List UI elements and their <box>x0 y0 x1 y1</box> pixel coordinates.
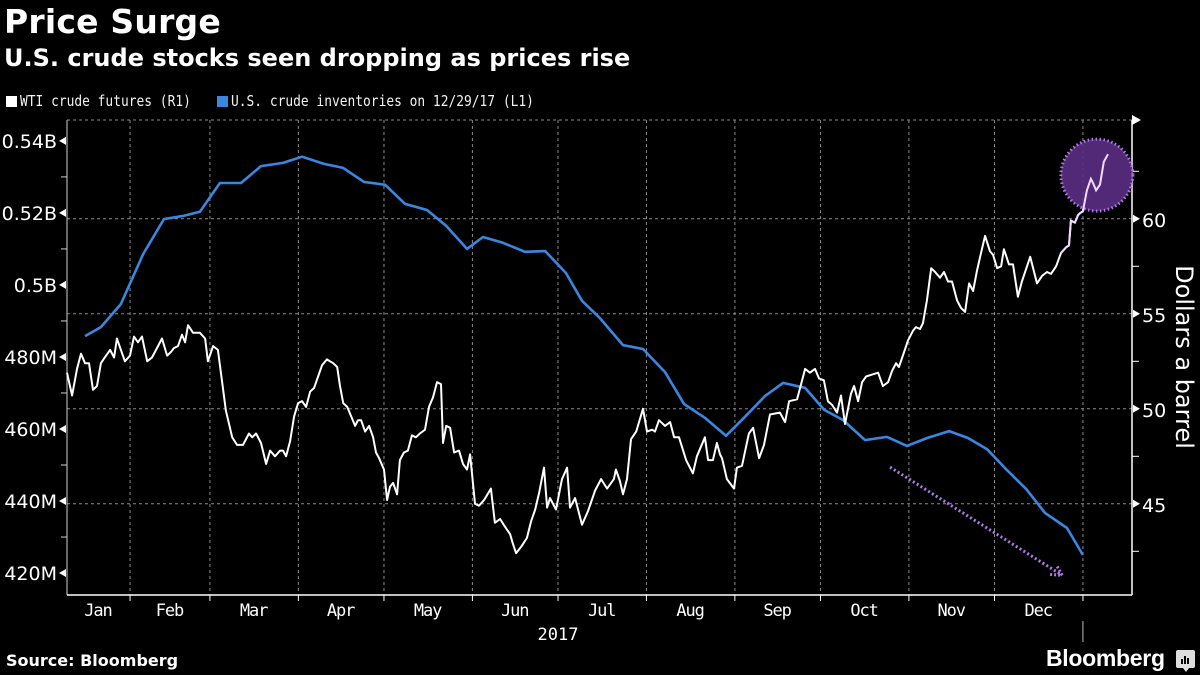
right-axis-tick-label: 50 <box>1142 400 1166 422</box>
x-axis-month-label: Mar <box>240 601 268 621</box>
left-axis-tick-marker <box>59 424 66 433</box>
source-note: Source: Bloomberg <box>6 651 179 670</box>
left-axis-tick-marker <box>59 280 66 289</box>
x-axis-month-label: Nov <box>937 601 966 621</box>
bloomberg-logo: Bloomberg <box>1046 645 1165 671</box>
chart-title: Price Surge <box>4 2 221 41</box>
left-axis-tick-label: 480M <box>4 347 57 369</box>
x-axis-year-label: 2017 <box>538 625 579 645</box>
legend-item-wti: WTI crude futures (R1) <box>6 92 219 110</box>
trend-arrow-head <box>1050 563 1065 577</box>
right-axis-tick-marker <box>1133 499 1140 508</box>
axes: 0.54B 0.52B 0.5B 480M 460M 440M 420M 60 55 50 45 Do… <box>2 115 1198 645</box>
x-axis-month-label: Apr <box>327 601 356 621</box>
left-axis-tick-marker <box>59 136 66 145</box>
gridlines <box>67 119 1132 595</box>
left-axis-tick-marker <box>59 569 66 578</box>
x-axis-month-label: Sep <box>763 601 792 621</box>
left-axis-tick-marker <box>59 208 66 217</box>
right-axis-tick-marker <box>1133 214 1140 223</box>
x-axis-month-label: Feb <box>156 601 185 621</box>
legend-label-inventories: U.S. crude inventories on 12/29/17 (L1) <box>230 92 534 110</box>
x-axis-month-label: Aug <box>676 601 705 621</box>
left-axis-tick-marker <box>59 497 66 506</box>
legend-item-inventories: U.S. crude inventories on 12/29/17 (L1) <box>216 92 583 110</box>
highlight-circle <box>1059 137 1135 213</box>
highlighted-wti-segment <box>1060 153 1109 254</box>
x-axis-month-label: Jul <box>588 601 617 621</box>
left-axis-tick-label: 420M <box>4 563 57 585</box>
legend-swatch-wti <box>6 95 17 107</box>
trend-arrow-shaft <box>889 465 1063 577</box>
left-axis-tick-label: 0.5B <box>14 275 57 297</box>
right-axis-arrow <box>1132 115 1141 125</box>
right-axis-tick-label: 55 <box>1142 305 1166 327</box>
left-axis-tick-marker <box>59 352 66 361</box>
x-axis-month-label: Oct <box>850 601 879 621</box>
chart-subtitle: U.S. crude stocks seen dropping as price… <box>4 44 631 72</box>
right-axis-tick-marker <box>1133 309 1140 318</box>
bloomberg-chart-icon <box>1176 650 1195 672</box>
x-axis-month-label: Dec <box>1024 601 1053 621</box>
left-axis-tick-label: 440M <box>4 491 57 513</box>
left-axis-tick-label: 460M <box>4 419 57 441</box>
left-axis-tick-label: 0.52B <box>2 203 57 225</box>
legend: WTI crude futures (R1) U.S. crude invent… <box>6 92 583 110</box>
x-axis-month-label: Jan <box>84 601 113 621</box>
x-axis-month-label: Jun <box>501 601 530 621</box>
series-line-wti <box>66 153 1109 555</box>
right-axis-tick-marker <box>1133 404 1140 413</box>
x-axis-month-label: May <box>414 601 443 621</box>
left-axis-tick-label: 0.54B <box>2 131 57 153</box>
legend-swatch-inventories <box>216 95 228 107</box>
right-axis-title: Dollars a barrel <box>1170 265 1198 449</box>
right-axis-tick-label: 45 <box>1142 495 1166 517</box>
right-axis-tick-label: 60 <box>1142 210 1166 232</box>
legend-label-wti: WTI crude futures (R1) <box>20 92 191 110</box>
series-line-inventories <box>84 155 1085 556</box>
series-group <box>66 153 1109 556</box>
annotations <box>889 137 1135 577</box>
